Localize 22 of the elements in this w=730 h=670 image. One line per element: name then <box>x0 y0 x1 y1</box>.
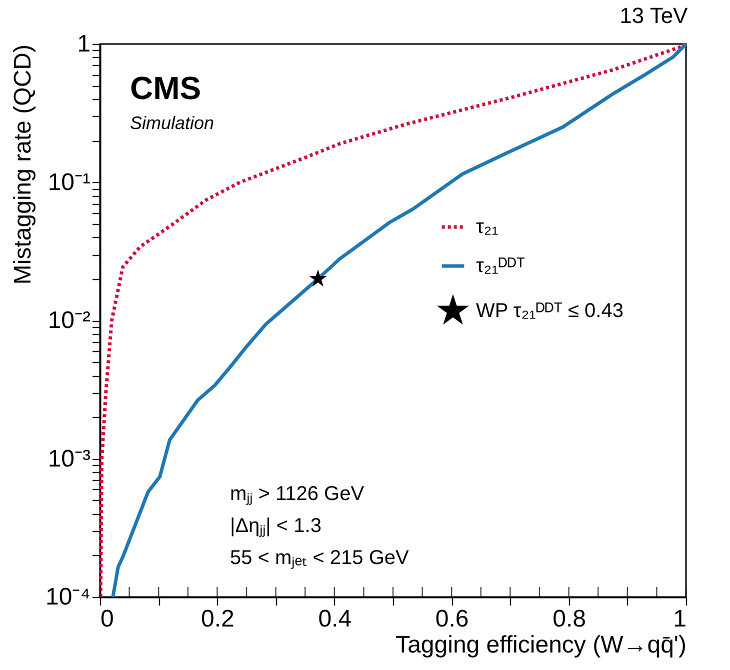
x-tick-label: 0.2 <box>201 606 234 632</box>
annotation: 55 < mⱼₑₜ < 215 GeV <box>230 547 410 569</box>
x-tick-label: 0.8 <box>552 606 586 632</box>
legend-label: τ₂₁ <box>476 216 499 238</box>
y-axis-title: Mistagging rate (QCD) <box>9 44 36 285</box>
y-tick-label: 10⁻³ <box>48 445 91 472</box>
y-tick-label: 10⁻⁴ <box>45 584 90 610</box>
x-tick-label: 1 <box>673 606 686 632</box>
y-tick-label: 10⁻¹ <box>48 168 91 196</box>
legend-label: WP τ₂₁ᴰᴰᵀ ≤ 0.43 <box>476 300 624 322</box>
x-tick-label: 0 <box>100 606 114 632</box>
legend-label: τ₂₁ᴰᴰᵀ <box>476 255 526 277</box>
x-tick-label: 0.6 <box>435 606 469 632</box>
chart-title: 13 TeV <box>620 3 688 28</box>
annotation: CMS <box>130 70 202 106</box>
y-tick-label: 10⁻² <box>48 307 91 334</box>
x-axis-title: Tagging efficiency (W→qq̄') <box>396 632 686 658</box>
annotation: Simulation <box>130 113 214 133</box>
x-tick-label: 0.4 <box>318 606 352 632</box>
y-tick-label: 1 <box>77 30 90 58</box>
annotation: mⱼⱼ > 1126 GeV <box>230 483 365 505</box>
annotation: |Δηⱼⱼ| < 1.3 <box>230 515 322 537</box>
